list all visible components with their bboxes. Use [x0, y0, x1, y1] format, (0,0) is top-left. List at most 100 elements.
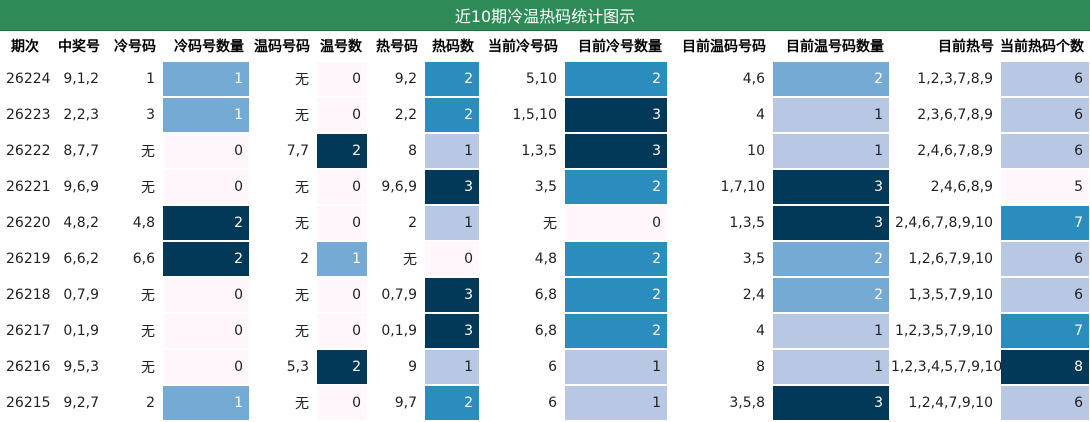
table-cell: 3 [564, 133, 669, 170]
table-cell: 6 [1000, 97, 1090, 134]
table-cell: 6,6,2 [56, 241, 107, 278]
table-cell: 2 [368, 205, 425, 242]
table-cell: 6 [1000, 241, 1090, 278]
table-cell: 4,8 [480, 241, 565, 278]
table-cell: 1 [424, 205, 481, 242]
table-cell: 1 [772, 133, 891, 170]
table-cell: 1,3,5 [668, 205, 773, 242]
table-cell: 26220 [0, 205, 57, 242]
table-cell: 2,4,6,7,8,9,10 [890, 205, 1001, 242]
table-cell: 2,2 [368, 97, 425, 134]
table-cell: 26217 [0, 313, 57, 350]
column-header: 目前温号码数量 [786, 39, 884, 55]
table-cell: 0,7,9 [56, 277, 107, 314]
table-cell: 1,2,4,7,9,10 [890, 385, 1001, 422]
table-cell: 1 [772, 349, 891, 386]
table-cell: 3 [424, 313, 481, 350]
table-cell: 1 [424, 349, 481, 386]
table-cell: 2 [424, 62, 481, 98]
table-cell: 9,6,9 [56, 169, 107, 206]
table-cell: 4,8 [106, 205, 163, 242]
table-cell: 2 [564, 241, 669, 278]
table-cell: 26223 [0, 97, 57, 134]
table-row: 26215 9,2,7 2 1 无 0 9,7 2 6 1 3,5,8 3 1,2,4,7,9,10 6 [0, 385, 1090, 422]
table-row: 26220 4,8,2 4,8 2 无 0 2 1 无 0 1,3,5 3 2,4,6,7,8,9,10… [0, 205, 1090, 242]
table-cell: 2 [564, 169, 669, 206]
table-cell: 26216 [0, 349, 57, 386]
table-cell: 0 [316, 313, 369, 350]
table-cell: 7 [1000, 205, 1090, 242]
header-row: 期次 中奖号 冷号码 冷码号数量 温码号码 温号数 热号码 热码数 当前冷号码 目前冷号数量 目前温… [0, 30, 1090, 62]
table-row: 26221 9,6,9 无 0 无 0 9,6,9 3 3,5 2 1,7,10 3 2,4,6,8,9… [0, 169, 1090, 206]
table-cell: 2 [162, 205, 251, 242]
table-cell: 9,2 [368, 62, 425, 98]
table-row: 26216 9,5,3 无 0 5,3 2 9 1 6 1 8 1 1,2,3,4,5,7,9,10 8 [0, 349, 1090, 386]
table-cell: 0 [316, 97, 369, 134]
table-cell: 6 [480, 385, 565, 422]
table-cell: 0 [316, 277, 369, 314]
table-cell: 2 [564, 277, 669, 314]
table-cell: 8 [668, 349, 773, 386]
table-cell: 26222 [0, 133, 57, 170]
table-cell: 1 [316, 241, 369, 278]
table-row: 26224 9,1,2 1 1 无 0 9,2 2 5,10 2 4,6 2 1,2,3,7,8,9 6 [0, 62, 1090, 98]
table-cell: 2,3,6,7,8,9 [890, 97, 1001, 134]
table-cell: 5 [1000, 169, 1090, 206]
table-cell: 1,2,3,4,5,7,9,10 [890, 349, 1002, 386]
table-row: 26222 8,7,7 无 0 7,7 2 8 1 1,3,5 3 10 1 2,4,6,7,8,9 6 [0, 133, 1090, 170]
table-cell: 5,10 [480, 62, 565, 98]
table-cell: 无 [250, 277, 317, 314]
table-cell: 1,2,6,7,9,10 [890, 241, 1001, 278]
table-cell: 1,3,5,7,9,10 [890, 277, 1001, 314]
table-cell: 5,3 [250, 349, 317, 386]
table-cell: 3,5,8 [668, 385, 773, 422]
table-cell: 4 [668, 97, 773, 134]
table-cell: 1,2,3,7,8,9 [890, 62, 1001, 98]
table-cell: 9,7 [368, 385, 425, 422]
table-cell: 1 [424, 133, 481, 170]
table-cell: 0 [564, 205, 669, 242]
table-body: 26224 9,1,2 1 1 无 0 9,2 2 5,10 2 4,6 2 1,2,3,7,8,9 6 2… [0, 62, 1090, 422]
table-cell: 0 [162, 349, 251, 386]
column-header: 冷码号数量 [174, 39, 244, 55]
table-cell: 9,1,2 [56, 62, 107, 98]
table-cell: 无 [250, 62, 317, 98]
table-cell: 3 [424, 277, 481, 314]
table-cell: 2 [162, 241, 251, 278]
table-cell: 0 [162, 313, 251, 350]
table-cell: 26219 [0, 241, 57, 278]
table-cell: 3 [772, 205, 891, 242]
table-cell: 6,8 [480, 277, 565, 314]
table-row: 26223 2,2,3 3 1 无 0 2,2 2 1,5,10 3 4 1 2,3,6,7,8,9 6 [0, 97, 1090, 134]
table-cell: 2 [564, 62, 669, 98]
table-cell: 8,7,7 [56, 133, 107, 170]
table-cell: 2,4,6,8,9 [890, 169, 1001, 206]
table-cell: 0 [424, 241, 481, 278]
table-cell: 3 [424, 169, 481, 206]
table-cell: 2 [316, 133, 369, 170]
table-cell: 2 [106, 385, 163, 422]
table-cell: 1 [772, 313, 891, 350]
table-cell: 2 [316, 349, 369, 386]
table-cell: 2 [772, 241, 891, 278]
stats-table: 期次 中奖号 冷号码 冷码号数量 温码号码 温号数 热号码 热码数 当前冷号码 目前冷号数量 目前温… [0, 30, 1090, 422]
column-header: 中奖号 [58, 39, 100, 55]
table-cell: 0 [162, 169, 251, 206]
column-header: 当前热码个数 [1000, 39, 1084, 55]
column-header: 目前热号 [938, 39, 994, 55]
table-cell: 2,4,6,7,8,9 [890, 133, 1001, 170]
table-cell: 6 [1000, 62, 1090, 98]
table-cell: 26221 [0, 169, 57, 206]
table-cell: 7 [1000, 313, 1090, 350]
column-header: 温码号码 [254, 39, 310, 55]
table-row: 26218 0,7,9 无 0 无 0 0,7,9 3 6,8 2 2,4 2 1,3,5,7,9,10… [0, 277, 1090, 314]
table-cell: 无 [250, 169, 317, 206]
table-cell: 10 [668, 133, 773, 170]
table-cell: 4,8,2 [56, 205, 107, 242]
table-cell: 2 [250, 241, 317, 278]
table-cell: 无 [106, 169, 163, 206]
table-cell: 3 [564, 97, 669, 134]
table-cell: 9 [368, 349, 425, 386]
table-cell: 1,2,3,5,7,9,10 [890, 313, 1001, 350]
table-cell: 2 [424, 97, 481, 134]
